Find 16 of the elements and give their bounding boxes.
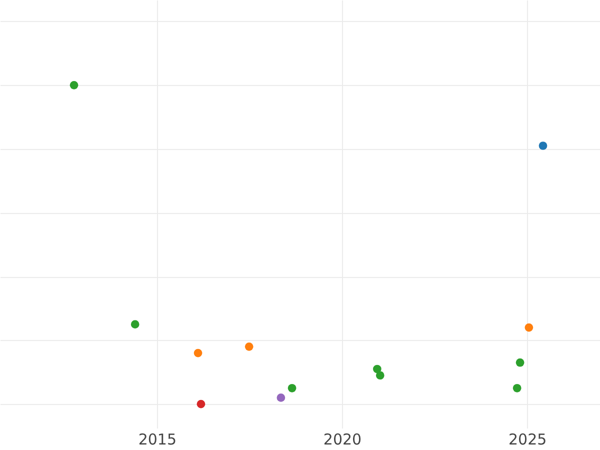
- point: [196, 400, 206, 408]
- point: [130, 320, 140, 329]
- point: [524, 323, 534, 332]
- point: [376, 371, 384, 380]
- point: [276, 394, 286, 402]
- point: [538, 142, 548, 150]
- point: [288, 384, 296, 392]
- x-tick-label: 2025: [508, 430, 547, 448]
- point: [372, 364, 382, 374]
- x-tick-label: 2020: [323, 430, 362, 448]
- x-tick-label: 2015: [138, 430, 177, 448]
- point: [194, 348, 202, 358]
- point: [244, 342, 254, 351]
- point: [512, 384, 522, 392]
- point: [516, 358, 524, 367]
- point: [70, 80, 78, 90]
